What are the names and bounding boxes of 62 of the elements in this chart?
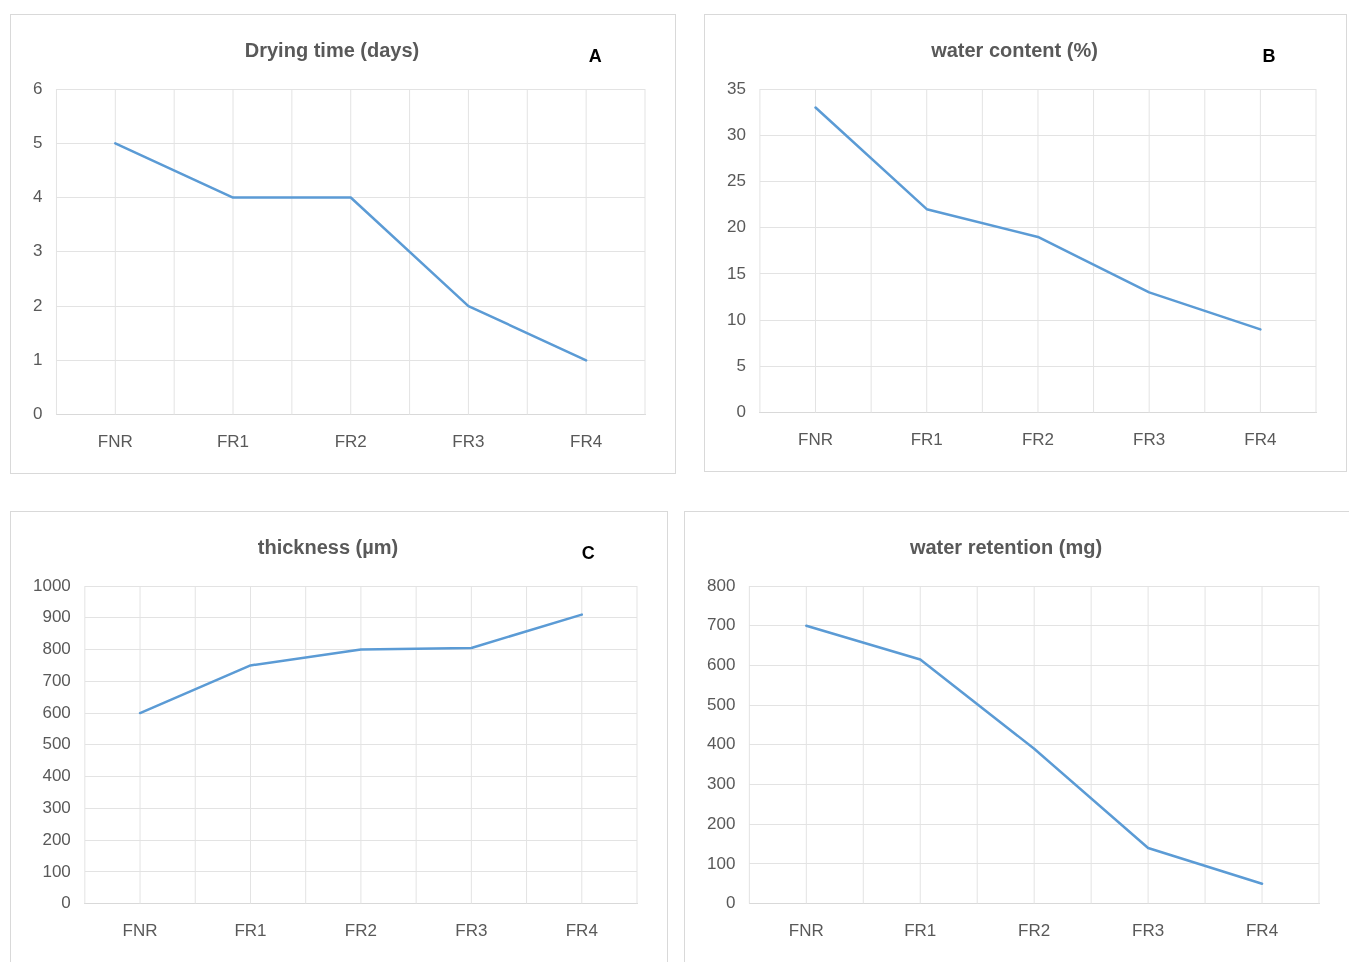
y-tick-label: 600 [706, 655, 736, 675]
y-tick-label: 5 [32, 132, 43, 152]
y-tick-label: 1 [32, 350, 43, 370]
x-tick-label: FR2 [344, 921, 377, 941]
x-tick-label: FR4 [565, 921, 598, 941]
chart-title: Drying time (days) [244, 38, 420, 61]
x-tick-label: FR2 [334, 432, 367, 452]
y-tick-label: 15 [726, 263, 746, 283]
y-tick-label: 3 [32, 241, 43, 261]
x-tick-label: FR3 [452, 432, 485, 452]
x-tick-label: FR2 [1021, 430, 1055, 450]
y-tick-label: 700 [42, 670, 71, 690]
y-tick-label: 300 [42, 798, 71, 818]
x-tick-label: FR4 [1244, 430, 1277, 450]
chart-title: water content (%) [930, 38, 1098, 61]
y-tick-label: 30 [726, 124, 746, 144]
y-tick-label: 200 [706, 813, 736, 833]
x-tick-label: FR4 [1245, 921, 1279, 941]
x-tick-label: FR4 [570, 432, 603, 452]
y-tick-label: 800 [42, 639, 71, 659]
y-tick-label: 500 [42, 734, 71, 754]
x-tick-label: FNR [97, 432, 133, 452]
y-tick-label: 35 [726, 78, 746, 98]
y-tick-label: 300 [706, 774, 736, 794]
text: B [1262, 45, 1276, 66]
text: A [588, 45, 602, 66]
x-tick-label: FR2 [1018, 921, 1051, 941]
y-tick-label: 0 [725, 893, 736, 913]
y-tick-label: 500 [706, 694, 736, 714]
y-tick-label: 4 [32, 187, 43, 207]
y-tick-label: 5 [736, 356, 746, 376]
x-tick-label: FNR [788, 921, 824, 941]
x-tick-label: FR3 [1133, 430, 1166, 450]
y-tick-label: 200 [42, 829, 71, 849]
y-tick-label: 0 [32, 404, 43, 424]
x-tick-label: FR1 [904, 921, 937, 941]
x-tick-label: FR3 [455, 921, 488, 941]
y-tick-label: 700 [706, 615, 736, 635]
y-tick-label: 0 [736, 402, 746, 422]
x-tick-label: FR1 [234, 921, 267, 941]
x-tick-label: FNR [798, 430, 833, 450]
y-tick-label: 100 [42, 861, 71, 881]
y-tick-label: 6 [32, 78, 43, 98]
y-tick-label: 900 [42, 607, 71, 627]
y-tick-label: 100 [706, 853, 736, 873]
y-tick-label: 1000 [32, 575, 71, 595]
y-tick-label: 20 [726, 217, 746, 237]
x-tick-label: FR1 [216, 432, 250, 452]
x-tick-label: FR1 [910, 430, 943, 450]
y-tick-label: 2 [32, 295, 43, 315]
y-tick-label: 800 [706, 575, 736, 595]
chart-title: water retention (mg) [908, 535, 1103, 558]
text: C [581, 542, 595, 563]
y-tick-label: 0 [61, 893, 71, 913]
y-tick-label: 400 [706, 734, 736, 754]
x-tick-label: FR3 [1132, 921, 1165, 941]
y-tick-label: 25 [726, 171, 746, 191]
y-tick-label: 400 [42, 766, 71, 786]
y-tick-label: 600 [42, 702, 71, 722]
y-tick-label: 10 [726, 309, 746, 329]
chart-title: thickness (µm) [257, 535, 399, 558]
x-tick-label: FNR [122, 921, 158, 941]
